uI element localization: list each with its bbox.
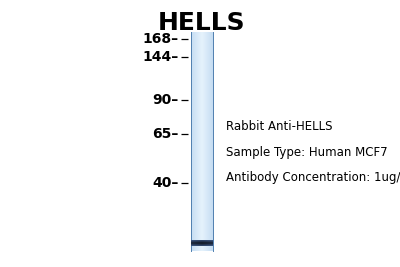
Text: Rabbit Anti-HELLS: Rabbit Anti-HELLS: [226, 120, 332, 133]
Text: Antibody Concentration: 1ug/mL: Antibody Concentration: 1ug/mL: [226, 171, 400, 184]
Text: Sample Type: Human MCF7: Sample Type: Human MCF7: [226, 146, 388, 159]
Text: 144–: 144–: [142, 50, 178, 64]
Text: 90–: 90–: [152, 93, 178, 107]
Text: 65–: 65–: [152, 127, 178, 140]
Text: HELLS: HELLS: [158, 11, 246, 35]
Text: 168–: 168–: [142, 32, 178, 46]
Text: 40–: 40–: [152, 176, 178, 190]
